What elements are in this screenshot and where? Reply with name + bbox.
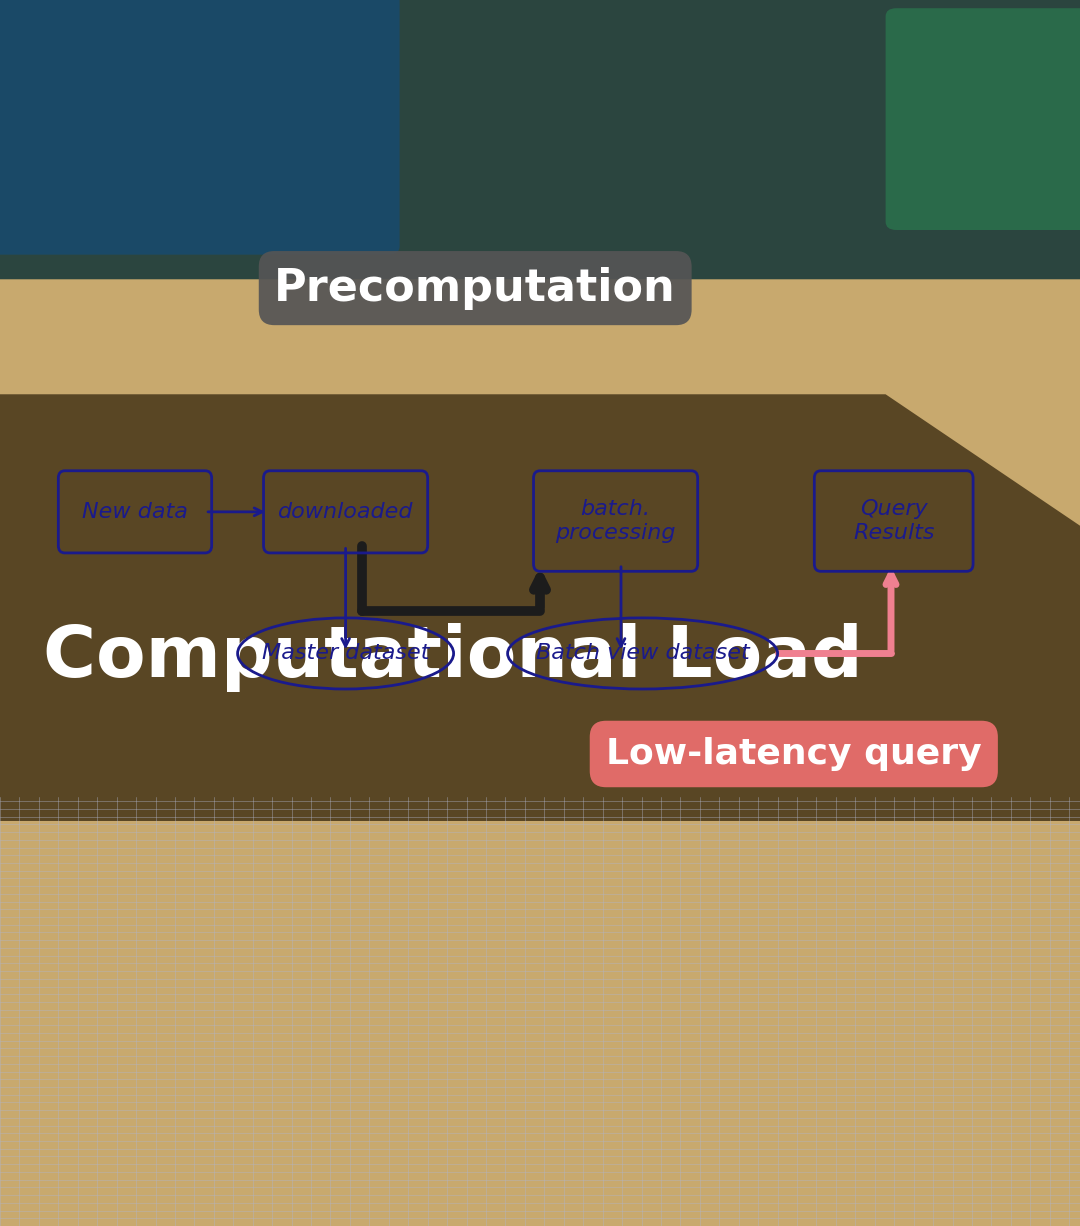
Text: Master dataset: Master dataset: [261, 644, 430, 663]
Polygon shape: [0, 395, 1080, 821]
Text: Low-latency query: Low-latency query: [606, 737, 982, 771]
Text: Query
Results: Query Results: [853, 499, 934, 543]
Text: New data: New data: [82, 501, 188, 522]
FancyBboxPatch shape: [0, 0, 1080, 280]
Text: Computational Load: Computational Load: [43, 623, 863, 691]
Text: Batch view dataset: Batch view dataset: [536, 644, 750, 663]
FancyBboxPatch shape: [886, 9, 1080, 230]
Text: downloaded: downloaded: [278, 501, 414, 522]
FancyBboxPatch shape: [0, 0, 400, 255]
Text: Precomputation: Precomputation: [274, 266, 676, 310]
Text: batch.
processing: batch. processing: [555, 499, 676, 543]
